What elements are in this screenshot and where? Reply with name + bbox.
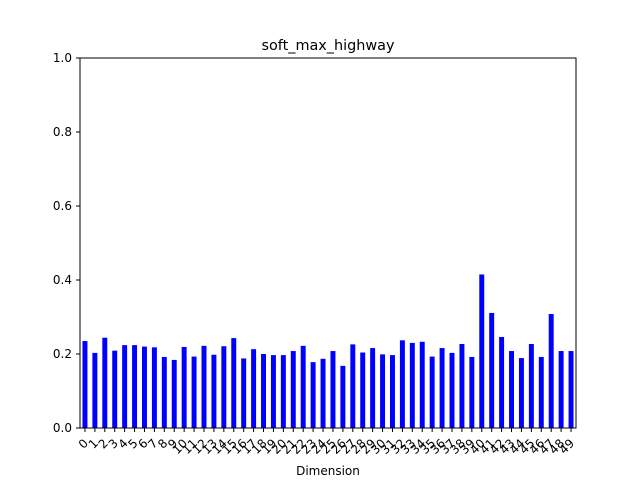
bar-17 [251,349,257,428]
bar-12 [201,345,207,428]
bar-2 [102,337,108,428]
bar-4 [122,345,128,428]
bar-11 [191,356,197,428]
bar-9 [171,359,177,428]
x-axis-label: Dimension [296,464,360,478]
bar-8 [161,356,167,428]
bar-38 [459,344,465,428]
bar-49 [568,351,574,428]
bar-3 [112,350,118,428]
chart-title: soft_max_highway [262,38,395,54]
bar-19 [270,355,276,428]
bar-7 [151,347,157,428]
bar-47 [548,314,554,428]
bar-13 [211,354,217,428]
bars-group [82,274,574,428]
y-axis: 0.0 0.2 0.4 0.6 0.8 1.0 [53,51,80,435]
bar-22 [300,345,306,428]
bar-43 [509,351,514,428]
bar-46 [538,356,544,428]
bar-41 [489,312,495,428]
bar-35 [429,356,435,428]
bar-37 [449,352,455,428]
bar-1 [92,352,98,428]
bar-31 [390,355,395,428]
bar-26 [340,365,346,428]
bar-10 [181,346,187,428]
y-tick-label: 0.2 [53,347,72,361]
bar-45 [528,344,534,428]
bar-39 [469,356,475,428]
bar-15 [231,338,237,428]
x-axis: 0123456789101112131415161718192021222324… [76,428,577,457]
bar-0 [82,341,88,428]
bar-42 [499,336,505,428]
bar-27 [350,344,356,428]
y-tick-label: 0.6 [53,199,72,213]
bar-21 [290,351,296,428]
bar-32 [399,340,405,428]
bar-29 [370,348,376,428]
bar-23 [310,362,316,428]
bar-6 [142,346,147,428]
plot-frame [79,57,577,429]
y-tick-label: 0.0 [53,421,72,435]
bar-44 [518,358,524,428]
bar-20 [280,355,286,428]
bar-48 [558,351,564,428]
bar-28 [360,352,366,428]
y-tick-label: 0.8 [53,125,72,139]
bar-5 [132,345,138,428]
bar-16 [241,358,247,428]
bar-34 [419,341,425,428]
y-tick-label: 1.0 [53,51,72,65]
bar-40 [479,274,485,428]
bar-33 [409,342,415,428]
y-tick-label: 0.4 [53,273,72,287]
bar-36 [439,348,445,428]
bar-24 [320,358,326,428]
bar-18 [261,354,266,428]
bar-14 [221,346,227,428]
bar-25 [330,351,336,428]
bar-30 [380,354,386,428]
